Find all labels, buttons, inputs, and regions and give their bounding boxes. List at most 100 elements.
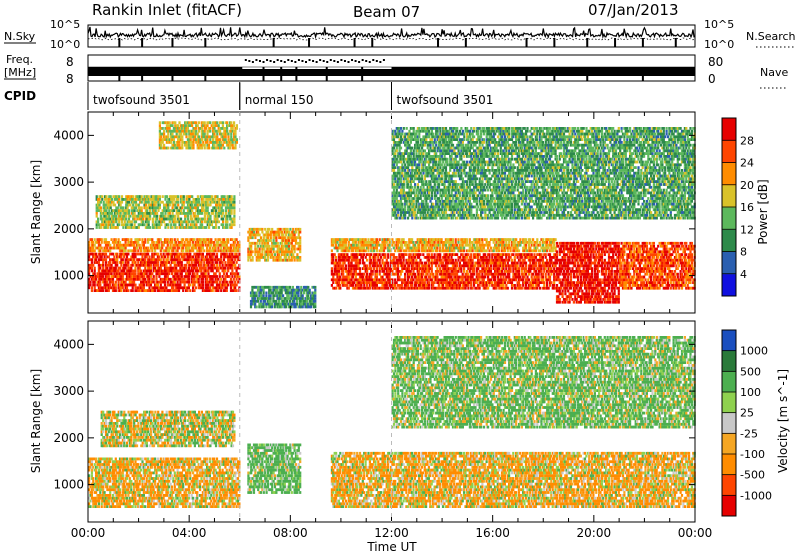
cell xyxy=(223,198,226,201)
cell xyxy=(230,209,233,212)
cell xyxy=(174,195,177,198)
cell xyxy=(102,266,105,270)
cell xyxy=(104,263,108,267)
cell xyxy=(134,198,138,201)
cell xyxy=(179,220,183,224)
cell xyxy=(96,261,99,264)
cell xyxy=(371,272,374,276)
cell xyxy=(167,209,170,212)
cell xyxy=(129,214,132,218)
cell xyxy=(138,289,141,292)
cell xyxy=(193,217,197,221)
cell xyxy=(233,212,236,215)
cell xyxy=(337,278,340,282)
cell xyxy=(135,252,138,256)
cell xyxy=(230,212,233,215)
cell xyxy=(206,275,209,278)
cell xyxy=(248,227,251,231)
cell xyxy=(114,289,117,292)
cell xyxy=(212,198,215,201)
cell xyxy=(130,220,133,224)
cell xyxy=(121,269,124,273)
cell xyxy=(519,275,522,279)
cell xyxy=(99,243,102,247)
cell xyxy=(177,263,181,267)
cell xyxy=(527,272,530,276)
cell xyxy=(179,132,182,136)
cell xyxy=(225,243,228,247)
cell xyxy=(342,258,345,262)
cell xyxy=(102,269,105,273)
cell xyxy=(221,124,224,127)
cell xyxy=(167,127,170,130)
cell xyxy=(92,272,95,276)
cell xyxy=(124,241,127,244)
cell xyxy=(127,266,130,270)
cell xyxy=(107,243,110,247)
cell xyxy=(308,288,311,292)
cell xyxy=(427,286,431,290)
cell xyxy=(354,256,357,259)
cell xyxy=(188,141,191,144)
cell xyxy=(193,226,197,229)
cell xyxy=(110,252,113,256)
cell xyxy=(191,203,194,207)
cell xyxy=(138,263,141,267)
cell xyxy=(156,246,159,250)
cell xyxy=(95,203,98,207)
cell xyxy=(180,261,183,264)
cell xyxy=(142,261,145,264)
cell xyxy=(251,227,254,231)
cell xyxy=(227,258,230,262)
cell xyxy=(106,246,109,250)
cell xyxy=(190,246,193,250)
cell xyxy=(188,124,191,127)
cell xyxy=(140,289,143,292)
cell xyxy=(195,217,198,221)
cell xyxy=(272,241,275,245)
cell xyxy=(175,132,178,136)
cell xyxy=(280,233,284,237)
cell xyxy=(234,272,237,276)
cell xyxy=(171,129,174,133)
cell xyxy=(277,302,280,306)
cell xyxy=(137,272,140,276)
cell xyxy=(182,124,185,127)
cell xyxy=(225,238,228,241)
cell xyxy=(167,138,170,141)
cell xyxy=(187,286,190,290)
cell xyxy=(272,297,275,300)
cell xyxy=(292,233,295,237)
cell xyxy=(263,299,267,303)
nave-dot-5 xyxy=(262,61,265,63)
cell xyxy=(277,285,280,289)
cell xyxy=(259,244,263,248)
cell xyxy=(175,141,178,144)
cell xyxy=(103,258,106,262)
cell xyxy=(256,285,260,289)
cell xyxy=(335,267,338,270)
cell xyxy=(120,246,123,250)
cell xyxy=(264,250,267,254)
cell xyxy=(140,261,143,264)
cell xyxy=(114,266,117,270)
cell xyxy=(210,135,213,139)
cell xyxy=(156,283,159,287)
cell xyxy=(231,141,234,144)
cell xyxy=(127,226,131,229)
nave-dot-26 xyxy=(336,61,339,63)
cell xyxy=(259,305,262,309)
cell xyxy=(120,200,124,204)
cell xyxy=(293,233,296,237)
cell xyxy=(182,258,185,262)
cell xyxy=(283,305,286,309)
cell xyxy=(208,255,211,259)
cell xyxy=(277,297,280,300)
cell xyxy=(189,212,192,215)
cell xyxy=(123,280,126,284)
cell xyxy=(226,198,229,201)
cell xyxy=(137,195,140,198)
cell xyxy=(99,266,102,270)
cell xyxy=(177,141,180,144)
cell xyxy=(290,250,293,254)
